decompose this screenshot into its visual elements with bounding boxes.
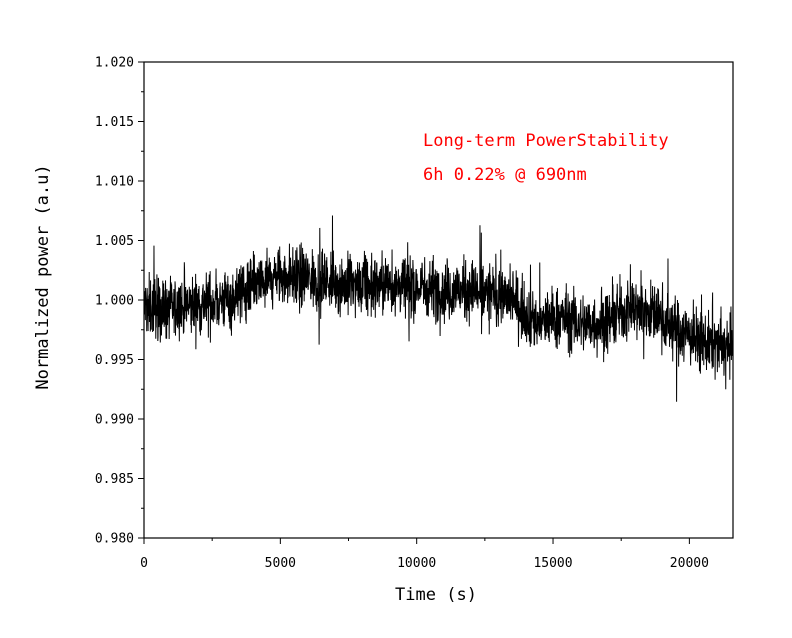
annotation-detail: 6h 0.22% @ 690nm [423,165,587,185]
y-tick-label: 1.010 [95,175,134,190]
x-axis: 0 5000 10000 15000 20000 [140,538,709,571]
y-tick-label: 0.985 [95,472,134,487]
power-series-line [143,215,734,402]
x-tick-label: 5000 [265,556,296,571]
y-tick-label: 1.015 [95,115,134,130]
y-tick-label: 1.020 [95,56,134,71]
x-tick-label: 20000 [670,556,709,571]
y-tick-label: 0.980 [95,532,134,547]
x-tick-label: 0 [140,556,148,571]
y-tick-label: 0.990 [95,413,134,428]
y-axis: 0.980 0.985 0.990 0.995 1.000 1.005 1.010 1.015… [95,56,144,547]
power-trace [143,215,734,402]
y-tick-label: 1.005 [95,234,134,249]
y-tick-label: 1.000 [95,294,134,309]
y-tick-label: 0.995 [95,353,134,368]
x-tick-label: 15000 [533,556,572,571]
y-axis-label: Normalized power (a.u) [33,164,53,389]
x-tick-label: 10000 [397,556,436,571]
annotation-title: Long-term PowerStability [423,131,669,151]
x-axis-label: Time (s) [395,585,477,605]
